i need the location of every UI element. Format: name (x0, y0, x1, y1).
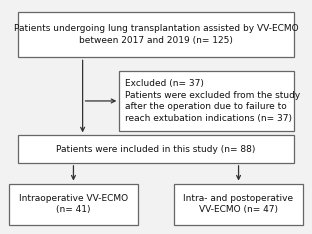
FancyBboxPatch shape (9, 183, 138, 225)
Text: Excluded (n= 37)
Patients were excluded from the study
after the operation due t: Excluded (n= 37) Patients were excluded … (125, 79, 300, 123)
Text: Patients undergoing lung transplantation assisted by VV-ECMO
between 2017 and 20: Patients undergoing lung transplantation… (14, 24, 298, 45)
FancyBboxPatch shape (18, 135, 294, 163)
Text: Intra- and postoperative
VV-ECMO (n= 47): Intra- and postoperative VV-ECMO (n= 47) (183, 194, 294, 214)
Text: Patients were included in this study (n= 88): Patients were included in this study (n=… (56, 145, 256, 154)
Text: Intraoperative VV-ECMO
(n= 41): Intraoperative VV-ECMO (n= 41) (19, 194, 128, 214)
FancyBboxPatch shape (18, 11, 294, 57)
FancyBboxPatch shape (174, 183, 303, 225)
FancyBboxPatch shape (119, 71, 294, 131)
